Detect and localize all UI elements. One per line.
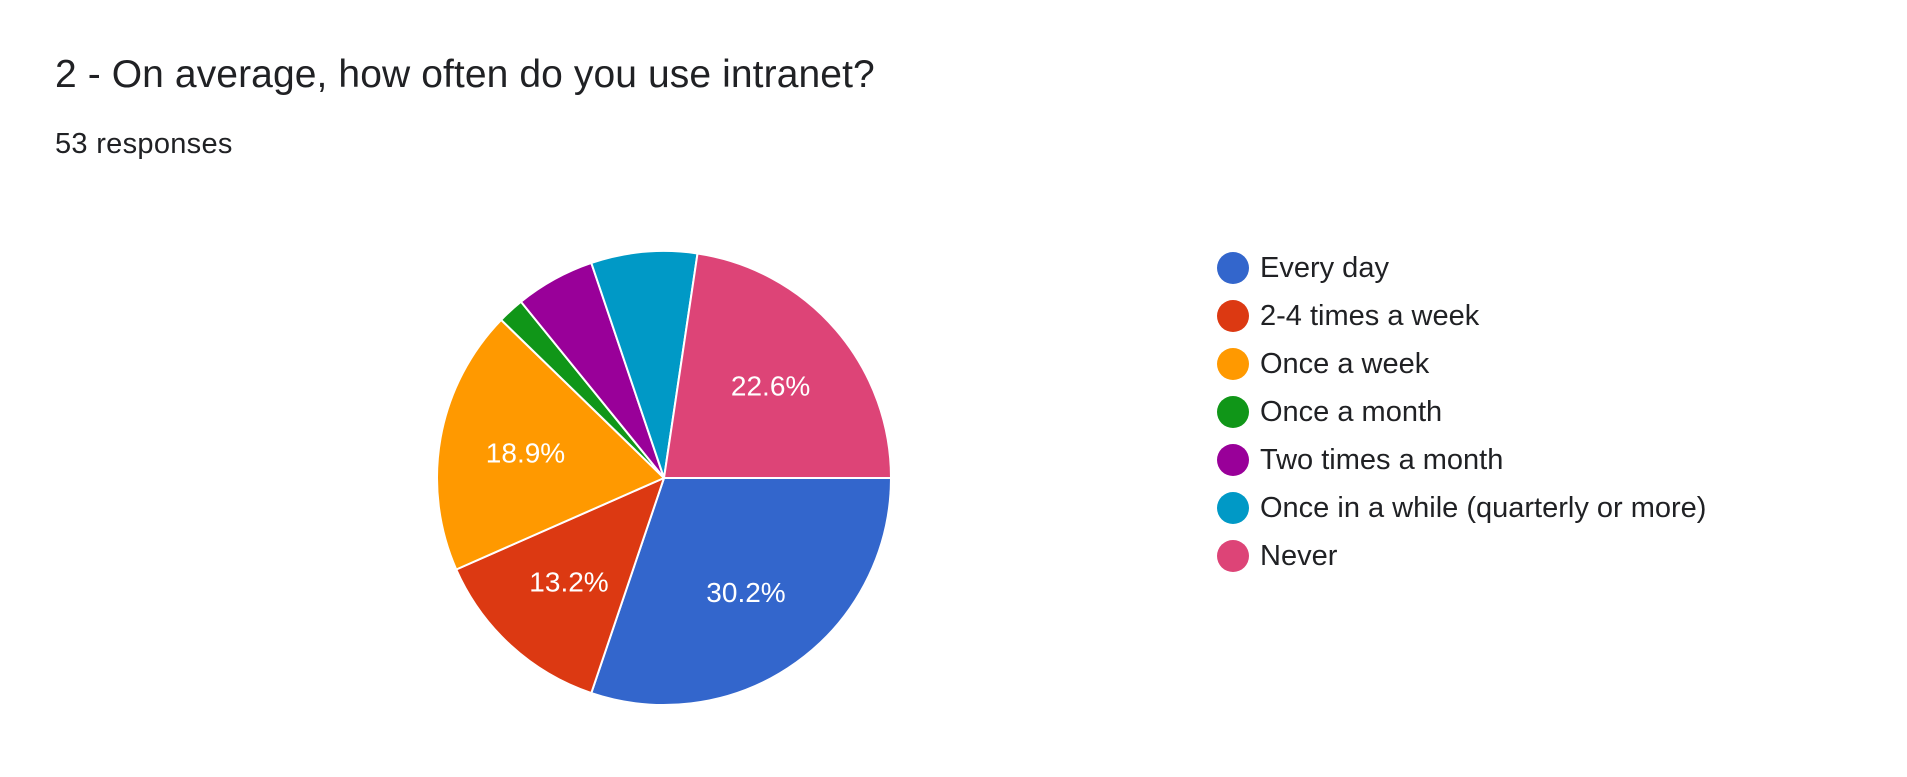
legend-label: Never [1260, 540, 1338, 572]
legend-swatch-icon [1217, 300, 1249, 332]
chart-legend: Every day 2-4 times a week Once a week Once… [1217, 244, 1706, 580]
pie-slice-never[interactable] [663, 252, 892, 479]
pie-slice-once-a-week[interactable] [436, 318, 665, 571]
chart-title: 2 - On average, how often do you use int… [55, 53, 875, 96]
slice-percent-label: 30.2% [706, 577, 785, 608]
pie-slice-2-4-times-a-week[interactable] [455, 477, 665, 695]
legend-item-two-times-a-month[interactable]: Two times a month [1217, 436, 1706, 484]
slice-percent-label: 13.2% [529, 566, 608, 597]
legend-label: Two times a month [1260, 444, 1504, 476]
response-count: 53 responses [55, 128, 233, 160]
legend-item-every-day[interactable]: Every day [1217, 244, 1706, 292]
legend-label: 2-4 times a week [1260, 300, 1480, 332]
pie-slice-labels: 30.2% 13.2% 18.9% 22.6% [486, 371, 811, 608]
legend-item-never[interactable]: Never [1217, 532, 1706, 580]
pie-slice-every-day[interactable] [590, 477, 892, 706]
legend-label: Every day [1260, 252, 1389, 284]
slice-percent-label: 18.9% [486, 438, 565, 469]
legend-swatch-icon [1217, 444, 1249, 476]
legend-swatch-icon [1217, 492, 1249, 524]
legend-item-once-in-a-while-quarterly-or-more[interactable]: Once in a while (quarterly or more) [1217, 484, 1706, 532]
legend-item-once-a-week[interactable]: Once a week [1217, 340, 1706, 388]
legend-swatch-icon [1217, 540, 1249, 572]
legend-swatch-icon [1217, 348, 1249, 380]
legend-label: Once in a while (quarterly or more) [1260, 492, 1707, 524]
legend-swatch-icon [1217, 252, 1249, 284]
legend-label: Once a month [1260, 396, 1443, 428]
legend-swatch-icon [1217, 396, 1249, 428]
pie-slice-once-in-a-while-quarterly-or-more[interactable] [590, 250, 699, 479]
legend-label: Once a week [1260, 348, 1430, 380]
slice-percent-label: 22.6% [731, 371, 810, 402]
legend-item-once-a-month[interactable]: Once a month [1217, 388, 1706, 436]
pie-slices [436, 250, 892, 706]
legend-item-2-4-times-a-week[interactable]: 2-4 times a week [1217, 292, 1706, 340]
